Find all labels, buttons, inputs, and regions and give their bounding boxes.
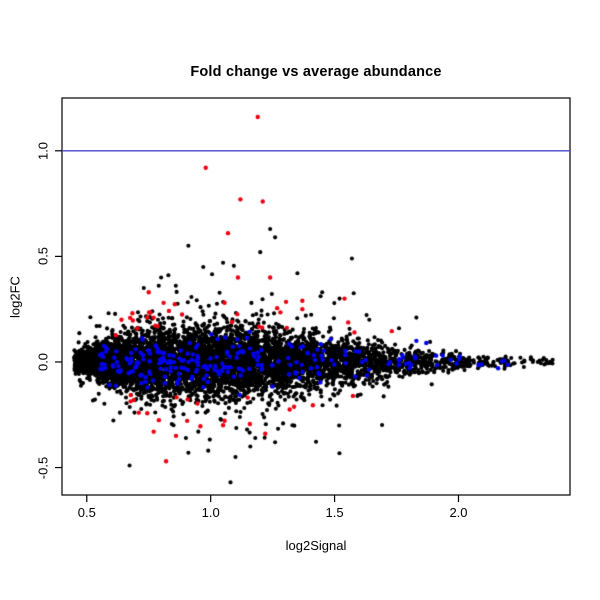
plot-frame [61,97,571,496]
x-tick-label: 1.5 [325,505,344,520]
x-axis-label: log2Signal [285,538,347,553]
x-tick-label: 2.0 [449,505,468,520]
plot-title: Fold change vs average abundance [190,64,442,80]
y-tick-label: 0.5 [35,247,51,266]
y-axis-label: log2FC [7,276,23,318]
x-tick-label: 0.5 [77,505,96,520]
y-tick-label: 0.0 [35,352,51,371]
y-tick-label: 1.0 [35,141,51,160]
x-tick-label: 1.0 [201,505,220,520]
y-tick-label: -0.5 [35,456,51,479]
